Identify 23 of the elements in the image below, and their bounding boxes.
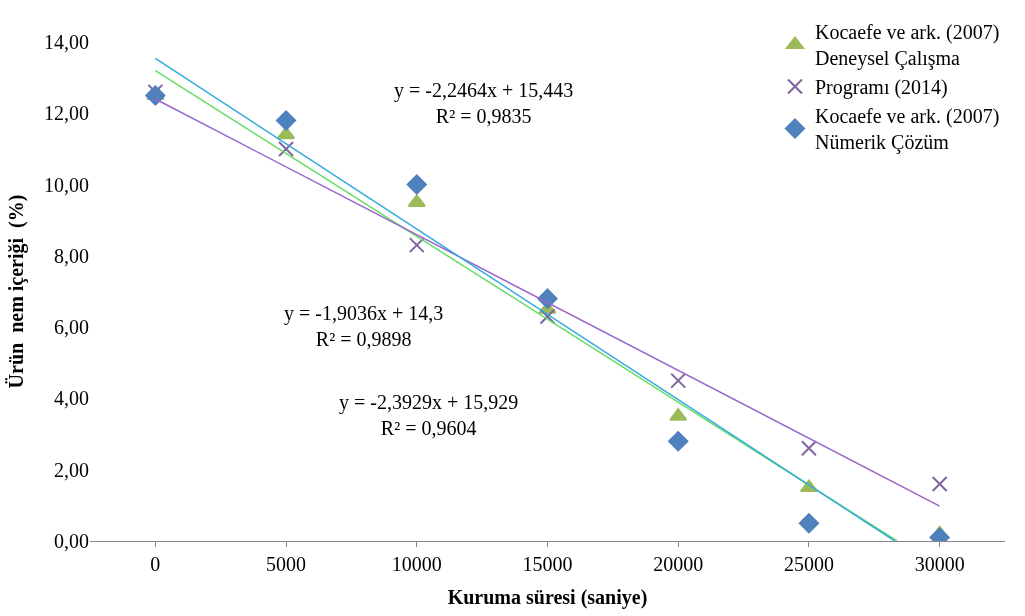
y-tick-label: 8,00 bbox=[54, 244, 89, 267]
x-tick-label: 20000 bbox=[653, 553, 704, 575]
legend-label: Kocaefe ve ark. (2007) Nümerik Çözüm bbox=[815, 105, 1000, 155]
x-axis-title: Kuruma süresi (saniye) bbox=[447, 585, 648, 609]
y-tick-label: 4,00 bbox=[54, 387, 89, 410]
annotation: y = -2,3929x + 15,929 R² = 0,9604 bbox=[339, 391, 519, 439]
x-tick-label: 25000 bbox=[783, 553, 834, 575]
annotation: y = -1,9036x + 14,3 R² = 0,9898 bbox=[284, 302, 444, 350]
x-tick-label: 10000 bbox=[391, 553, 442, 575]
annotation: y = -2,2464x + 15,443 R² = 0,9835 bbox=[394, 79, 574, 127]
y-tick-label: 6,00 bbox=[54, 316, 89, 339]
y-tick-label: 14,00 bbox=[44, 31, 89, 53]
y-tick-label: 12,00 bbox=[44, 102, 89, 125]
x-tick-label: 0 bbox=[150, 553, 161, 575]
y-tick-label: 0,00 bbox=[54, 530, 89, 552]
y-tick-label: 10,00 bbox=[44, 173, 89, 196]
y-axis-title: Ürün nem içeriği (%) bbox=[4, 194, 28, 389]
legend-label: Kocaefe ve ark. (2007) Deneysel Çalışma bbox=[815, 21, 1000, 71]
x-tick-label: 30000 bbox=[914, 553, 965, 575]
y-tick-label: 2,00 bbox=[54, 458, 89, 481]
x-tick-label: 15000 bbox=[522, 553, 573, 575]
legend-label: Programı (2014) bbox=[815, 76, 948, 100]
x-tick-label: 5000 bbox=[266, 553, 307, 575]
